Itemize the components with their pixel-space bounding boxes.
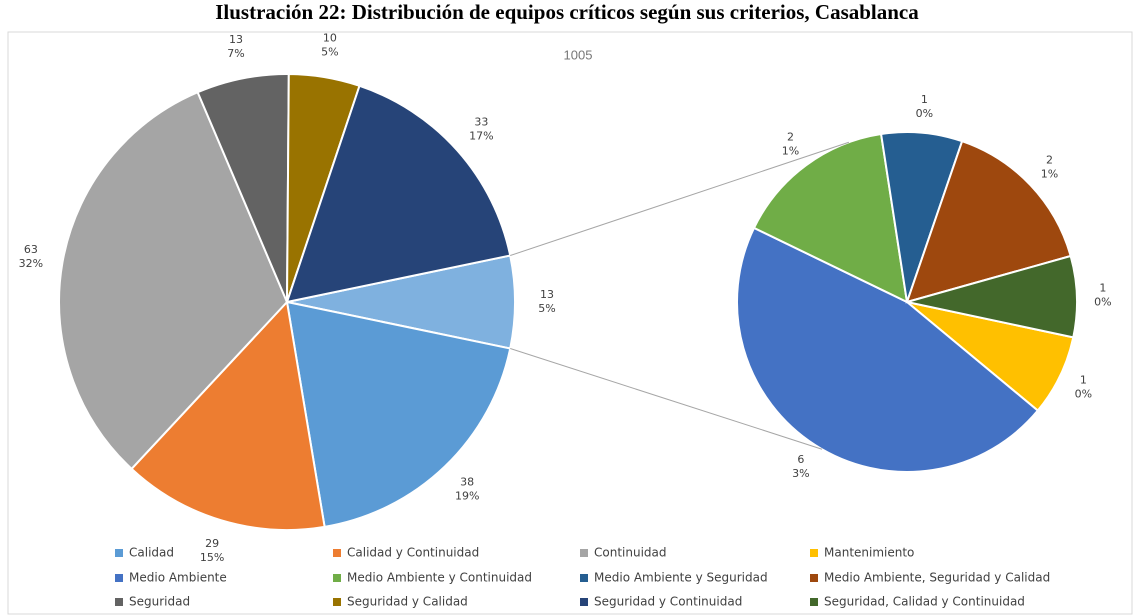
legend-label: Medio Ambiente y Continuidad	[347, 571, 532, 585]
data-label-value: 33	[474, 115, 488, 128]
legend-label: Seguridad	[129, 595, 190, 609]
pie-slice	[906, 254, 1078, 339]
chart-title: Ilustración 22: Distribución de equipos …	[215, 0, 919, 24]
data-label-percent: 32%	[19, 257, 43, 270]
data-label-percent: 0%	[916, 107, 933, 120]
data-label-value: 2	[787, 130, 794, 143]
legend-label: Mantenimiento	[824, 546, 914, 560]
pie-slice	[58, 90, 289, 471]
legend-swatch	[580, 598, 588, 606]
legend-swatch	[810, 598, 818, 606]
data-label-percent: 19%	[455, 489, 479, 502]
legend-label: Calidad y Continuidad	[347, 546, 479, 560]
legend-swatch	[333, 549, 341, 557]
data-label-value: 63	[24, 243, 38, 256]
connector-line	[510, 347, 823, 450]
data-label-value: 13	[540, 288, 554, 301]
data-label-percent: 17%	[469, 129, 493, 142]
legend-swatch	[333, 598, 341, 606]
data-label-value: 1	[1099, 282, 1106, 295]
chart-subtitle: 1005	[564, 47, 593, 62]
connector-line	[510, 141, 850, 257]
legend-swatch	[810, 549, 818, 557]
pie-slice	[285, 84, 512, 304]
data-label-value: 13	[229, 33, 243, 46]
data-label-value: 10	[323, 32, 337, 45]
legend-label: Medio Ambiente	[129, 571, 227, 585]
legend-swatch	[115, 549, 123, 557]
pie-slice	[736, 226, 1040, 473]
data-label-percent: 5%	[538, 302, 555, 315]
pie-slice	[130, 299, 326, 531]
legend-label: Medio Ambiente, Seguridad y Calidad	[824, 571, 1050, 585]
legend-label: Seguridad y Calidad	[347, 595, 468, 609]
legend-label: Continuidad	[594, 546, 667, 560]
legend-swatch	[580, 574, 588, 582]
pie-slice	[905, 139, 1072, 304]
legend-swatch	[810, 574, 818, 582]
pie-slice	[285, 300, 512, 529]
pie-slice	[752, 132, 909, 304]
legend-swatch	[115, 598, 123, 606]
data-label-value: 1	[921, 93, 928, 106]
data-label-percent: 1%	[1041, 167, 1058, 180]
data-label-percent: 0%	[1094, 296, 1111, 309]
data-label-value: 1	[1080, 373, 1087, 386]
data-label-percent: 0%	[1075, 387, 1092, 400]
data-label-value: 2	[1046, 153, 1053, 166]
data-label-value: 6	[797, 453, 804, 466]
legend-swatch	[580, 549, 588, 557]
data-label-value: 29	[205, 537, 219, 550]
legend-label: Seguridad y Continuidad	[594, 595, 742, 609]
data-label-percent: 5%	[321, 46, 338, 59]
data-label-value: 38	[460, 475, 474, 488]
data-label-percent: 7%	[227, 47, 244, 60]
data-label-percent: 15%	[200, 551, 224, 564]
legend-swatch	[115, 574, 123, 582]
legend-label: Medio Ambiente y Seguridad	[594, 571, 768, 585]
legend-label: Seguridad, Calidad y Continuidad	[824, 595, 1025, 609]
legend-swatch	[333, 574, 341, 582]
data-label-percent: 3%	[792, 467, 809, 480]
data-label-percent: 1%	[782, 144, 799, 157]
legend-label: Calidad	[129, 546, 174, 560]
